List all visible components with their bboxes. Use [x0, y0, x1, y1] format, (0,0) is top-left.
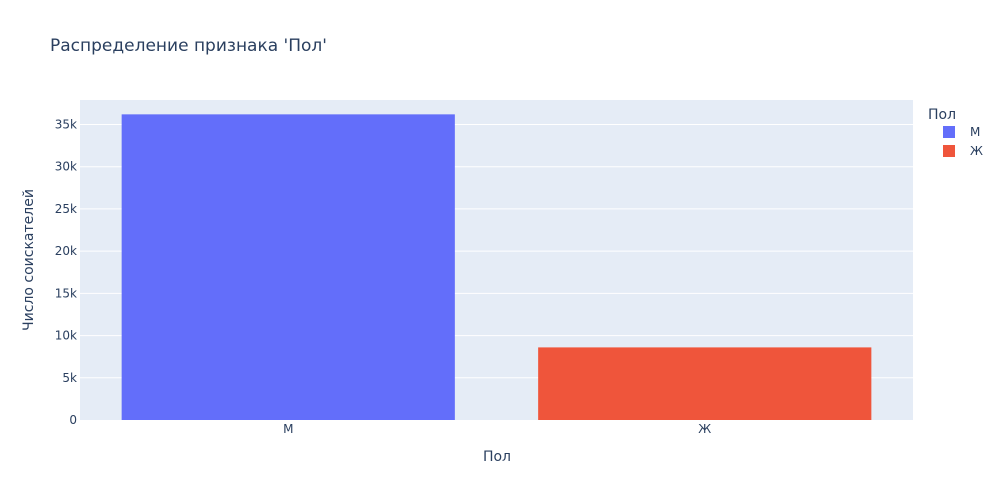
legend-label[interactable]: Ж: [970, 144, 983, 158]
y-axis-ticks: 0 5k 10k 15k 20k 25k 30k 35k: [55, 117, 77, 427]
bars: [121, 114, 872, 420]
y-axis-title: Число соискателей: [21, 189, 37, 331]
legend-label[interactable]: М: [970, 125, 980, 139]
chart-title: Распределение признака 'Пол': [50, 36, 327, 56]
legend-swatch[interactable]: [943, 126, 955, 138]
legend: Пол МЖ: [928, 107, 983, 158]
legend-title: Пол: [928, 107, 956, 123]
y-tick-label: 35k: [55, 117, 77, 131]
y-tick-label: 5k: [62, 371, 77, 385]
x-tick-label: М: [283, 422, 293, 436]
y-tick-label: 0: [69, 413, 77, 427]
y-tick-label: 30k: [55, 160, 77, 174]
legend-swatch[interactable]: [943, 145, 955, 157]
bar-zh: [538, 347, 872, 420]
x-tick-label: Ж: [698, 422, 711, 436]
bar-m: [121, 114, 455, 420]
y-tick-label: 10k: [55, 329, 77, 343]
y-tick-label: 20k: [55, 244, 77, 258]
y-tick-label: 25k: [55, 202, 77, 216]
y-tick-label: 15k: [55, 286, 77, 300]
x-axis-title: Пол: [483, 449, 511, 465]
